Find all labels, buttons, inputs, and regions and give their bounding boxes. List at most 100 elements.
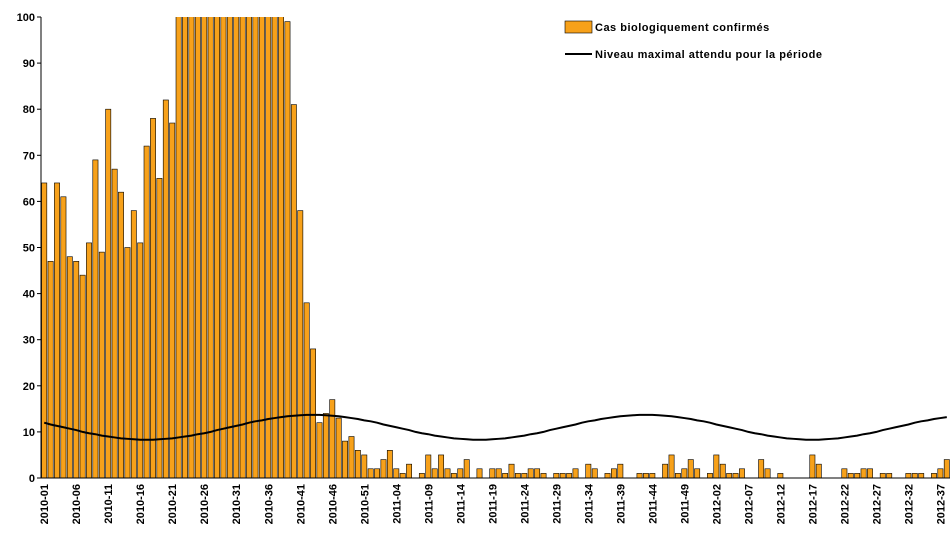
bar xyxy=(169,122,176,479)
bar xyxy=(681,468,688,479)
bar xyxy=(508,463,515,479)
x-tick-label: 2010-26 xyxy=(199,484,211,524)
bar xyxy=(687,459,694,479)
bar xyxy=(258,17,265,479)
bar xyxy=(322,413,329,479)
bar xyxy=(521,473,528,479)
bar xyxy=(66,256,73,479)
bar xyxy=(726,473,733,479)
x-tick-label: 2011-29 xyxy=(551,484,563,524)
legend-label: Niveau maximal attendu pour la période xyxy=(595,49,822,61)
bar xyxy=(41,182,48,479)
bar xyxy=(220,17,227,479)
bar xyxy=(591,468,598,479)
bar xyxy=(348,436,355,479)
bar xyxy=(636,473,643,479)
bar xyxy=(694,468,701,479)
bar xyxy=(918,473,925,479)
x-tick-label: 2010-31 xyxy=(231,484,243,524)
bar xyxy=(316,422,323,479)
bar xyxy=(284,21,291,479)
bar xyxy=(303,302,310,479)
bar xyxy=(425,454,432,479)
bar xyxy=(201,17,208,479)
bar xyxy=(342,440,348,479)
bar xyxy=(431,468,438,479)
bar xyxy=(739,468,745,479)
bar xyxy=(764,468,771,479)
bar xyxy=(156,178,163,479)
y-tick-label: 30 xyxy=(23,335,35,347)
bar xyxy=(675,473,681,479)
bar xyxy=(182,17,188,479)
bar xyxy=(585,463,592,479)
bar xyxy=(514,473,521,479)
bar xyxy=(604,473,611,479)
bar xyxy=(105,108,112,479)
y-tick-label: 50 xyxy=(23,243,35,255)
y-tick-label: 90 xyxy=(23,58,35,70)
bar xyxy=(559,473,566,479)
bar xyxy=(841,468,848,479)
bar xyxy=(707,473,713,479)
bar xyxy=(867,468,873,479)
bar xyxy=(290,104,297,479)
bar xyxy=(476,468,483,479)
bar xyxy=(297,210,304,479)
x-tick-label: 2010-06 xyxy=(71,484,83,524)
bar xyxy=(194,17,201,479)
bar xyxy=(207,17,214,479)
x-tick-label: 2012-12 xyxy=(775,484,787,524)
y-tick-label: 10 xyxy=(23,427,35,439)
x-tick-label: 2011-09 xyxy=(423,484,435,524)
bar xyxy=(130,210,137,479)
x-tick-label: 2011-19 xyxy=(487,484,499,524)
y-tick-label: 40 xyxy=(23,289,35,301)
x-tick-label: 2010-41 xyxy=(295,484,307,524)
bar xyxy=(809,454,816,479)
x-tick-label: 2011-39 xyxy=(615,484,627,524)
x-tick-label: 2010-16 xyxy=(135,484,147,524)
bar xyxy=(643,473,649,479)
bar xyxy=(374,468,380,479)
bar xyxy=(239,17,246,479)
bar xyxy=(611,468,617,479)
bar xyxy=(931,473,937,479)
x-tick-label: 2010-21 xyxy=(167,484,179,524)
y-tick-label: 100 xyxy=(17,12,35,24)
bar xyxy=(418,473,425,479)
x-tick-label: 2010-51 xyxy=(359,484,371,524)
bar xyxy=(495,468,502,479)
bar xyxy=(502,473,509,479)
x-tick-label: 2012-17 xyxy=(807,484,819,524)
y-tick-label: 20 xyxy=(23,381,35,393)
y-tick-label: 0 xyxy=(29,473,35,485)
bar xyxy=(399,473,406,479)
bar xyxy=(815,463,822,479)
x-tick-label: 2011-24 xyxy=(519,483,531,524)
bar xyxy=(271,17,278,479)
bar xyxy=(886,473,893,479)
bar xyxy=(534,468,541,479)
x-tick-label: 2011-44 xyxy=(647,483,659,524)
bar xyxy=(905,473,912,479)
bar xyxy=(438,454,445,479)
bar xyxy=(246,17,252,479)
bar xyxy=(175,17,182,479)
bar xyxy=(150,118,156,479)
bar xyxy=(566,473,573,479)
bar xyxy=(444,468,451,479)
bar xyxy=(143,145,150,479)
bar xyxy=(310,348,316,479)
x-tick-label: 2011-14 xyxy=(455,483,467,524)
x-tick-label: 2012-27 xyxy=(871,484,883,524)
bar xyxy=(367,468,374,479)
bar xyxy=(860,468,867,479)
bar xyxy=(911,473,918,479)
x-tick-label: 2010-36 xyxy=(263,484,275,524)
bar xyxy=(527,468,534,479)
plot-area xyxy=(41,17,950,479)
bar xyxy=(457,468,464,479)
bar xyxy=(777,473,784,479)
